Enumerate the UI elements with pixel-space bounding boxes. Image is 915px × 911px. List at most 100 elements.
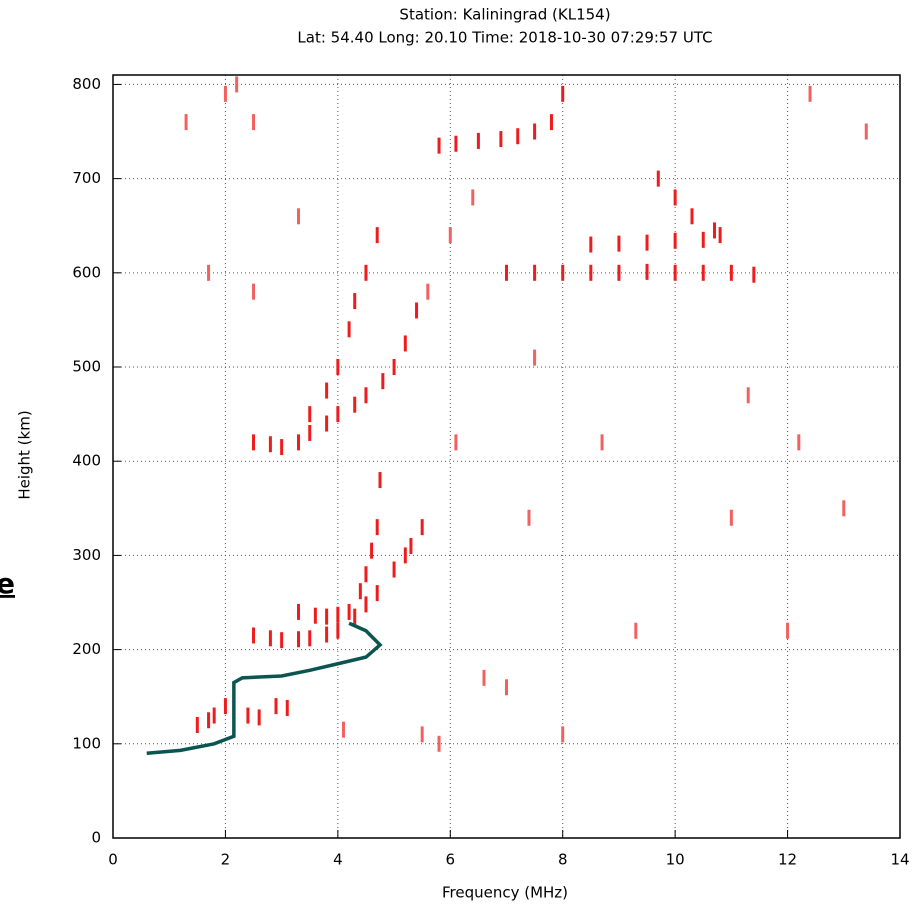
echo	[864, 123, 868, 140]
echo	[280, 439, 284, 456]
echo	[223, 698, 227, 715]
echo	[195, 716, 199, 733]
echo	[786, 622, 790, 639]
x-tick-label: 8	[558, 851, 568, 869]
chart-subtitle: Lat: 54.40 Long: 20.10 Time: 2018-10-30 …	[297, 29, 712, 47]
echo	[364, 596, 368, 613]
echo	[252, 627, 256, 644]
echo	[252, 114, 256, 131]
echo	[297, 603, 301, 620]
echo	[797, 434, 801, 451]
plot-frame	[112, 74, 901, 839]
echo	[325, 608, 329, 625]
echo	[308, 630, 312, 647]
x-tick-label: 4	[333, 851, 343, 869]
echo	[375, 227, 379, 244]
echo	[420, 726, 424, 743]
echo	[499, 131, 503, 148]
echo	[403, 335, 407, 352]
echo	[690, 208, 694, 225]
echo	[375, 585, 379, 602]
echo	[297, 208, 301, 225]
echo	[527, 509, 531, 526]
echo	[336, 606, 340, 623]
echo	[842, 500, 846, 517]
y-tick-label: 800	[72, 75, 101, 93]
echo	[364, 566, 368, 583]
echo	[409, 537, 413, 554]
echo	[673, 232, 677, 249]
echo	[454, 135, 458, 152]
echo	[589, 236, 593, 253]
echo	[617, 235, 621, 252]
echo	[347, 603, 351, 620]
echo	[297, 631, 301, 648]
echo	[235, 76, 239, 93]
echo	[673, 189, 677, 206]
echo	[285, 700, 289, 717]
echo	[313, 607, 317, 624]
echo	[336, 359, 340, 376]
x-tick-label: 14	[890, 851, 909, 869]
echo	[207, 264, 211, 281]
echo	[353, 396, 357, 413]
echo	[533, 264, 537, 281]
echo	[297, 434, 301, 451]
y-tick-label: 600	[72, 263, 101, 281]
echo	[505, 264, 508, 281]
echo	[375, 519, 379, 536]
y-tick-label: 300	[72, 546, 101, 564]
echo	[268, 630, 272, 647]
echo	[426, 283, 430, 300]
echo	[712, 222, 716, 239]
echo	[252, 283, 256, 300]
echo	[752, 266, 756, 283]
echo	[347, 321, 351, 338]
echo	[701, 264, 705, 281]
echo	[415, 302, 419, 319]
echo	[561, 264, 565, 281]
echo	[274, 698, 278, 715]
echo	[516, 128, 520, 145]
echo	[505, 679, 508, 696]
y-tick-label: 0	[91, 829, 101, 847]
echo	[729, 509, 733, 526]
y-tick-label: 500	[72, 358, 101, 376]
y-tick-label: 700	[72, 169, 101, 187]
edge-text: e	[0, 567, 15, 600]
echo	[252, 434, 256, 451]
echo	[336, 622, 340, 639]
echo	[533, 123, 537, 140]
echo	[212, 707, 216, 724]
echo	[718, 227, 722, 244]
x-tick-label: 12	[778, 851, 797, 869]
echo	[673, 264, 677, 281]
echo	[403, 547, 407, 564]
y-tick-label: 400	[72, 452, 101, 470]
echo	[336, 406, 340, 423]
echo	[645, 234, 649, 251]
echo	[808, 85, 812, 102]
profile-line	[146, 621, 383, 755]
echo	[246, 707, 250, 724]
echo	[454, 434, 458, 451]
echo	[325, 415, 329, 432]
echo	[533, 349, 537, 366]
x-tick-label: 0	[108, 851, 118, 869]
echo	[207, 712, 211, 729]
echo	[353, 293, 357, 310]
echo	[353, 608, 357, 625]
echo	[308, 406, 312, 423]
echo	[358, 583, 362, 600]
echo	[370, 542, 374, 559]
echo	[645, 263, 649, 280]
echo	[437, 137, 441, 154]
echo	[381, 373, 385, 390]
echo	[561, 726, 565, 743]
echo	[729, 264, 733, 281]
echo	[420, 519, 424, 536]
echo	[476, 132, 480, 149]
echo	[364, 387, 368, 404]
echo	[701, 231, 705, 248]
